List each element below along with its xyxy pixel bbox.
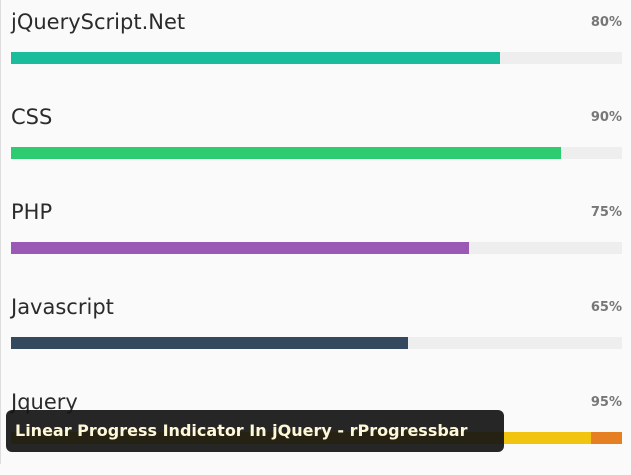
progress-fill xyxy=(11,337,409,349)
progress-fill xyxy=(11,242,470,254)
progress-percent: 80% xyxy=(590,15,622,30)
progress-percent: 90% xyxy=(590,110,622,125)
progress-track xyxy=(11,337,622,349)
page: jQueryScript.Net 80% CSS 90% PHP 75% Javascrip… xyxy=(0,0,622,464)
progress-percent: 75% xyxy=(590,205,622,220)
caption: Linear Progress Indicator In jQuery - rP… xyxy=(6,410,504,452)
progress-track xyxy=(11,242,622,254)
progress-item: Javascript 65% xyxy=(11,285,622,380)
progress-fill xyxy=(11,147,561,159)
progress-label: jQueryScript.Net xyxy=(11,10,186,34)
progress-track xyxy=(11,52,622,64)
progress-label: PHP xyxy=(11,200,53,224)
progress-fill xyxy=(11,52,500,64)
progress-label: Javascript xyxy=(11,295,114,319)
progress-item: jQueryScript.Net 80% xyxy=(11,0,622,95)
progress-percent: 65% xyxy=(590,300,622,315)
progress-track xyxy=(11,147,622,159)
progress-percent: 95% xyxy=(590,395,622,410)
progress-label: CSS xyxy=(11,105,53,129)
progress-item: CSS 90% xyxy=(11,95,622,190)
progress-item: PHP 75% xyxy=(11,190,622,285)
